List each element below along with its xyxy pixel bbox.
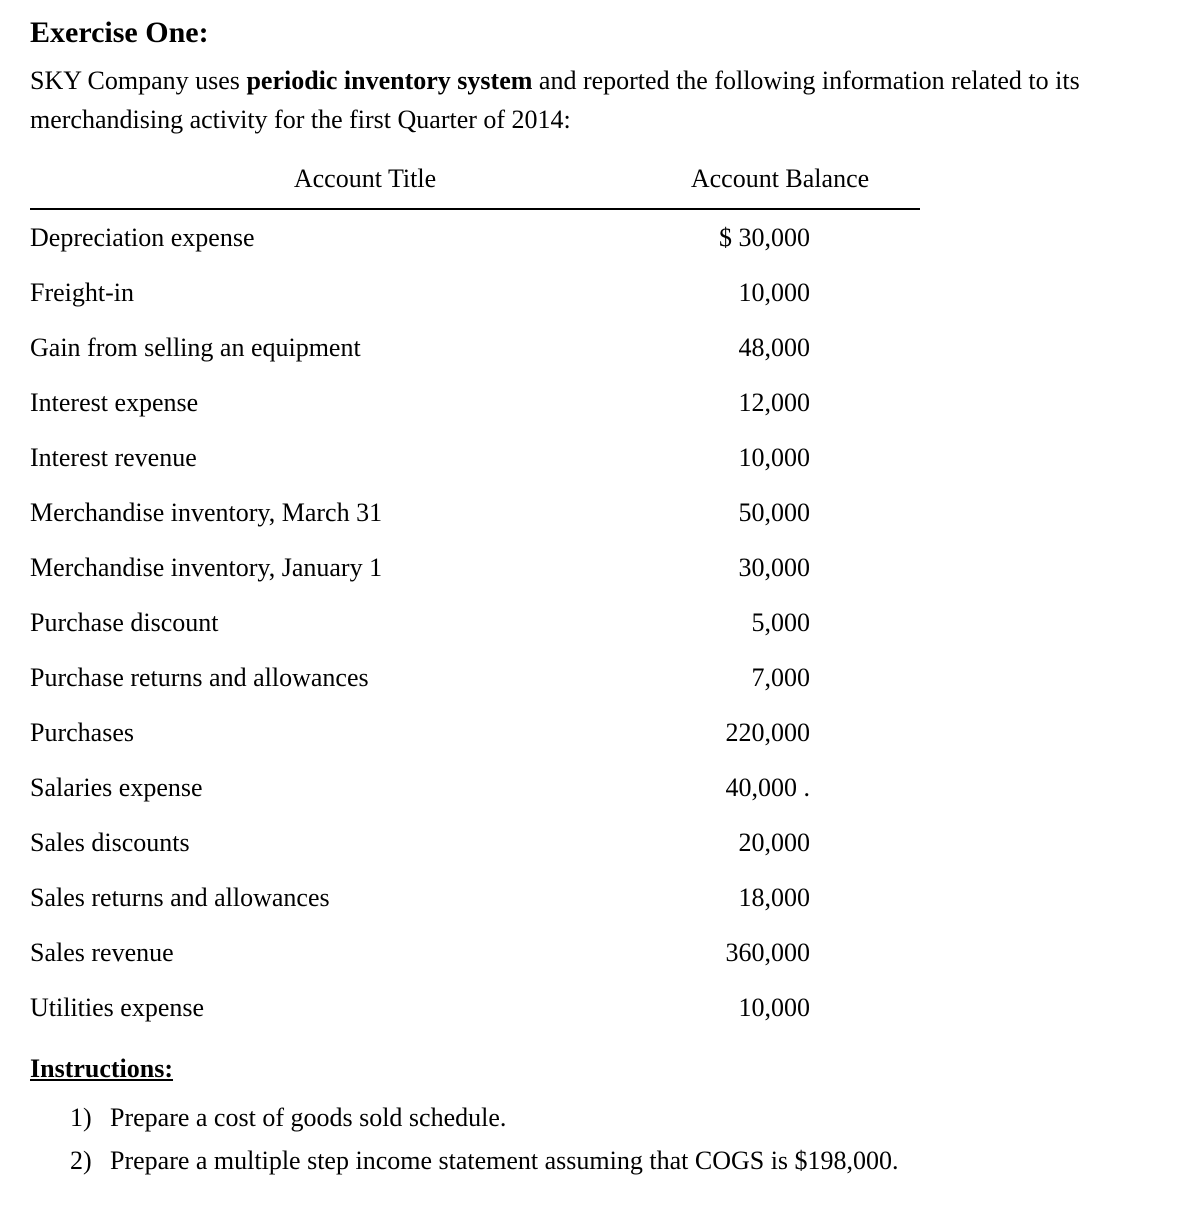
account-balance-cell: 12,000 xyxy=(640,375,920,430)
table-row: Sales discounts20,000 xyxy=(30,815,920,870)
col-header-account-title: Account Title xyxy=(30,153,640,209)
table-row: Interest revenue10,000 xyxy=(30,430,920,485)
account-balance-cell: 50,000 xyxy=(640,485,920,540)
account-balance-cell: 10,000 xyxy=(640,430,920,485)
account-title-cell: Gain from selling an equipment xyxy=(30,320,640,375)
table-row: Freight-in10,000 xyxy=(30,265,920,320)
account-title-cell: Merchandise inventory, March 31 xyxy=(30,485,640,540)
account-balance-cell: 7,000 xyxy=(640,650,920,705)
table-row: Sales revenue360,000 xyxy=(30,925,920,980)
intro-paragraph: SKY Company uses periodic inventory syst… xyxy=(30,61,1158,139)
instructions-list: 1)Prepare a cost of goods sold schedule.… xyxy=(70,1098,1158,1180)
col-header-account-balance: Account Balance xyxy=(640,153,920,209)
table-header-row: Account Title Account Balance xyxy=(30,153,920,209)
account-title-cell: Purchases xyxy=(30,705,640,760)
instructions-section: Instructions: 1)Prepare a cost of goods … xyxy=(30,1049,1158,1180)
account-title-cell: Utilities expense xyxy=(30,980,640,1035)
account-balance-cell: $ 30,000 xyxy=(640,209,920,265)
instructions-label: Instructions: xyxy=(30,1054,173,1083)
account-title-cell: Purchase discount xyxy=(30,595,640,650)
accounts-table: Account Title Account Balance Depreciati… xyxy=(30,153,920,1035)
table-row: Utilities expense10,000 xyxy=(30,980,920,1035)
account-balance-cell: 360,000 xyxy=(640,925,920,980)
instruction-item-number: 2) xyxy=(70,1141,110,1180)
account-balance-cell: 5,000 xyxy=(640,595,920,650)
instruction-item: 1)Prepare a cost of goods sold schedule. xyxy=(70,1098,1158,1137)
account-balance-cell: 18,000 xyxy=(640,870,920,925)
table-row: Purchases220,000 xyxy=(30,705,920,760)
table-row: Merchandise inventory, March 3150,000 xyxy=(30,485,920,540)
intro-text-pre: SKY Company uses xyxy=(30,66,246,95)
account-balance-cell: 10,000 xyxy=(640,980,920,1035)
account-balance-cell: 10,000 xyxy=(640,265,920,320)
account-balance-cell: 30,000 xyxy=(640,540,920,595)
instruction-item-number: 1) xyxy=(70,1098,110,1137)
account-title-cell: Depreciation expense xyxy=(30,209,640,265)
table-row: Gain from selling an equipment48,000 xyxy=(30,320,920,375)
account-title-cell: Purchase returns and allowances xyxy=(30,650,640,705)
account-title-cell: Interest revenue xyxy=(30,430,640,485)
table-row: Purchase discount5,000 xyxy=(30,595,920,650)
instruction-item-text: Prepare a cost of goods sold schedule. xyxy=(110,1098,506,1137)
exercise-heading: Exercise One: xyxy=(30,10,1158,55)
table-row: Salaries expense40,000 . xyxy=(30,760,920,815)
account-title-cell: Merchandise inventory, January 1 xyxy=(30,540,640,595)
account-title-cell: Interest expense xyxy=(30,375,640,430)
table-row: Interest expense12,000 xyxy=(30,375,920,430)
table-row: Sales returns and allowances18,000 xyxy=(30,870,920,925)
account-title-cell: Sales discounts xyxy=(30,815,640,870)
table-row: Merchandise inventory, January 130,000 xyxy=(30,540,920,595)
account-title-cell: Salaries expense xyxy=(30,760,640,815)
table-row: Purchase returns and allowances7,000 xyxy=(30,650,920,705)
account-balance-cell: 220,000 xyxy=(640,705,920,760)
instruction-item: 2)Prepare a multiple step income stateme… xyxy=(70,1141,1158,1180)
account-balance-cell: 40,000 . xyxy=(640,760,920,815)
intro-text-bold: periodic inventory system xyxy=(246,66,532,95)
account-title-cell: Freight-in xyxy=(30,265,640,320)
account-title-cell: Sales returns and allowances xyxy=(30,870,640,925)
account-balance-cell: 20,000 xyxy=(640,815,920,870)
account-title-cell: Sales revenue xyxy=(30,925,640,980)
instruction-item-text: Prepare a multiple step income statement… xyxy=(110,1141,899,1180)
account-balance-cell: 48,000 xyxy=(640,320,920,375)
table-row: Depreciation expense$ 30,000 xyxy=(30,209,920,265)
